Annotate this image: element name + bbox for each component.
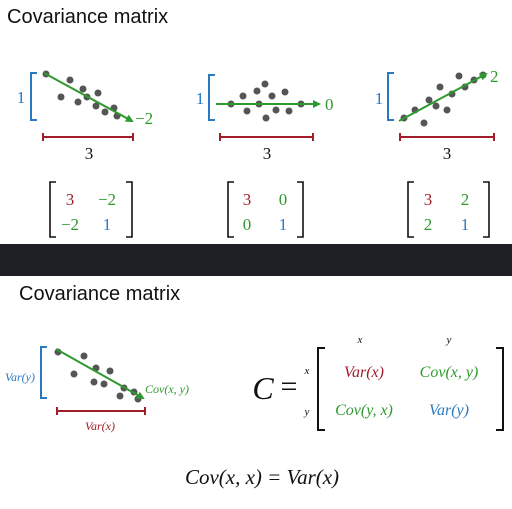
matrix-cell-var-y: 1 xyxy=(461,215,470,234)
horizontal-spread-bracket xyxy=(42,133,134,141)
data-point xyxy=(94,89,102,97)
trend-arrow xyxy=(398,73,488,122)
vertical-spread-bracket xyxy=(387,72,394,121)
data-point xyxy=(101,108,109,116)
vertical-spread-bracket xyxy=(208,74,215,121)
cell-cov-xy: Cov(x, y) xyxy=(420,364,479,381)
trend-arrow xyxy=(43,72,134,122)
horizontal-spread-label: 3 xyxy=(443,144,452,163)
data-point xyxy=(425,96,433,104)
scatter-points xyxy=(227,80,305,122)
data-point xyxy=(74,98,82,106)
matrix-brackets xyxy=(317,347,504,431)
data-point xyxy=(57,93,65,101)
data-point xyxy=(80,352,88,360)
data-point xyxy=(243,107,251,115)
identity-equation: Cov(x, x) = Var(x) xyxy=(185,465,339,489)
var-x-bracket xyxy=(56,407,146,415)
data-point xyxy=(239,92,247,100)
row-header-y: y xyxy=(304,406,310,418)
var-y-bracket xyxy=(40,346,47,399)
data-point xyxy=(106,367,114,375)
matrix-cell-cov-xy: 2 xyxy=(461,190,470,209)
var-y-label: Var(y) xyxy=(5,370,35,384)
panel-positive: 1 2 3 3 2 2 1 xyxy=(375,67,499,238)
data-point xyxy=(262,114,270,122)
matrix-symbol: C xyxy=(252,370,274,406)
panel-negative: 1 −2 3 3 −2 −2 1 xyxy=(17,70,153,238)
section-divider-band xyxy=(0,244,512,276)
equals-sign: = xyxy=(281,370,298,403)
matrix-cell-cov-xy: 0 xyxy=(279,190,288,209)
data-point xyxy=(261,80,269,88)
data-point xyxy=(420,119,428,127)
vertical-spread-label: 1 xyxy=(196,89,205,108)
column-header-y: y xyxy=(446,334,452,346)
bottom-scatter: Var(y) Cov(x, y) Var(x) xyxy=(5,346,189,433)
vertical-spread-bracket xyxy=(30,72,37,121)
matrix-cell-var-x: 3 xyxy=(66,190,75,209)
vertical-spread-label: 1 xyxy=(375,89,384,108)
matrix-cell-cov-yx: 0 xyxy=(243,215,252,234)
cell-cov-yx: Cov(y, x) xyxy=(335,402,393,419)
matrix-cell-var-x: 3 xyxy=(424,190,433,209)
column-header-x: x xyxy=(357,334,363,346)
panel-zero: 1 0 3 3 0 0 1 xyxy=(196,74,334,238)
data-point xyxy=(281,88,289,96)
data-point xyxy=(268,92,276,100)
matrix-cell-var-y: 1 xyxy=(103,215,112,234)
horizontal-spread-bracket xyxy=(219,133,314,141)
matrix-cell-var-x: 3 xyxy=(243,190,252,209)
data-point xyxy=(253,87,261,95)
data-point xyxy=(79,85,87,93)
trend-arrow xyxy=(55,348,145,399)
data-point xyxy=(90,378,98,386)
bottom-title: Covariance matrix xyxy=(19,283,181,305)
horizontal-spread-bracket xyxy=(399,133,495,141)
data-point xyxy=(436,83,444,91)
horizontal-spread-label: 3 xyxy=(85,144,94,163)
data-point xyxy=(116,392,124,400)
horizontal-spread-label: 3 xyxy=(263,144,272,163)
covariance-matrix-formula: C = x y x y Var(x) Cov(x, y) Cov(y, x) V… xyxy=(252,334,504,431)
matrix-cell-var-y: 1 xyxy=(279,215,288,234)
matrix-brackets xyxy=(49,181,133,238)
row-header-x: x xyxy=(304,365,310,377)
data-point xyxy=(70,370,78,378)
matrix-cell-cov-yx: 2 xyxy=(424,215,433,234)
matrix-brackets xyxy=(407,181,490,238)
cell-var-x: Var(x) xyxy=(344,364,384,381)
matrix-cell-cov-xy: −2 xyxy=(98,190,116,209)
data-point xyxy=(285,107,293,115)
top-title: Covariance matrix xyxy=(7,6,169,28)
slope-label: 2 xyxy=(490,67,499,86)
slope-label: −2 xyxy=(135,109,153,128)
data-point xyxy=(66,76,74,84)
matrix-brackets xyxy=(227,181,304,238)
data-point xyxy=(272,106,280,114)
data-point xyxy=(443,106,451,114)
data-point xyxy=(92,102,100,110)
data-point xyxy=(455,72,463,80)
vertical-spread-label: 1 xyxy=(17,88,26,107)
data-point xyxy=(432,102,440,110)
slope-label: 0 xyxy=(325,95,334,114)
data-point xyxy=(100,380,108,388)
cell-var-y: Var(y) xyxy=(429,402,469,419)
matrix-cell-cov-yx: −2 xyxy=(61,215,79,234)
var-x-label: Var(x) xyxy=(85,419,115,433)
cov-xy-label: Cov(x, y) xyxy=(145,382,189,396)
